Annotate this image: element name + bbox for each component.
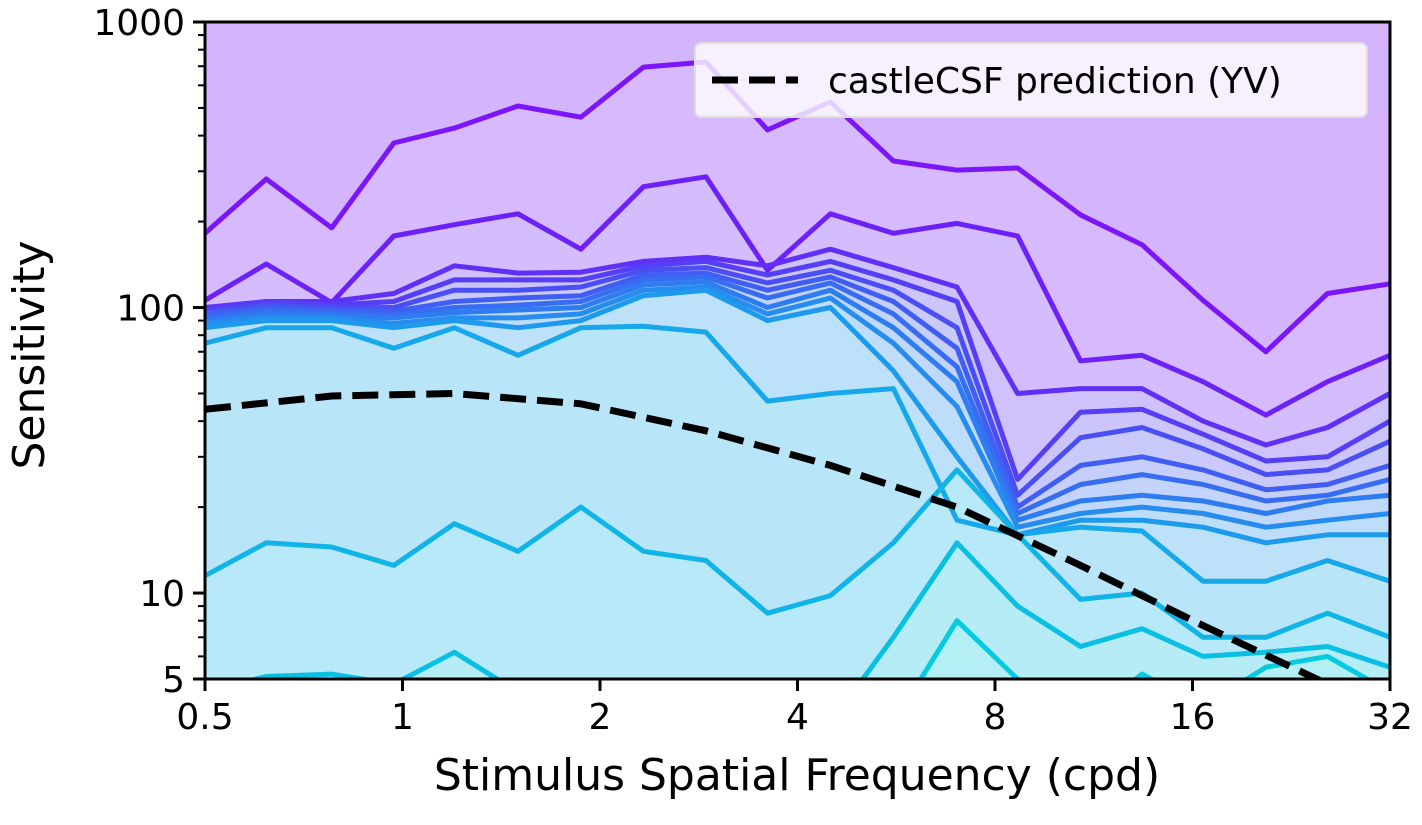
contour-line xyxy=(205,174,1390,418)
contour-band xyxy=(256,542,1390,679)
contour-line xyxy=(205,246,1390,448)
contour-line xyxy=(205,284,1390,530)
prediction-line xyxy=(205,389,1325,679)
x-tick-label: 4 xyxy=(786,697,809,738)
contour-line xyxy=(205,258,1390,482)
axes: 0.5 1 2 4 8 16 32 5 10 100 1000 castleCSF predictio… xyxy=(93,3,1413,738)
contour-band xyxy=(920,620,1368,679)
contour-line xyxy=(205,270,1390,510)
y-tick-label: 5 xyxy=(162,660,185,701)
contour-line xyxy=(205,467,1390,640)
x-tick-label: 2 xyxy=(589,697,612,738)
x-tick-label: 0.5 xyxy=(176,697,233,738)
y-tick-label: 100 xyxy=(116,289,185,330)
y-axis-label: Sensitivity xyxy=(4,240,55,469)
plot-area xyxy=(205,22,1390,679)
contour-line xyxy=(205,274,1390,516)
x-tick-label: 1 xyxy=(391,697,414,738)
contour-line xyxy=(205,265,1390,498)
x-tick-label: 32 xyxy=(1367,697,1413,738)
contour-line xyxy=(205,287,1390,546)
x-tick-label: 16 xyxy=(1170,697,1216,738)
y-tick-label: 1000 xyxy=(93,3,185,44)
contour-line xyxy=(205,279,1390,523)
legend-box xyxy=(694,42,1368,118)
legend: castleCSF prediction (YV) xyxy=(694,42,1368,118)
legend-label: castleCSF prediction (YV) xyxy=(828,61,1282,102)
contour-band xyxy=(205,469,1390,679)
x-axis-label: Stimulus Spatial Frequency (cpd) xyxy=(434,750,1160,801)
x-tick-label: 8 xyxy=(984,697,1007,738)
y-tick-label: 10 xyxy=(139,574,185,615)
contour-line xyxy=(205,323,1390,584)
